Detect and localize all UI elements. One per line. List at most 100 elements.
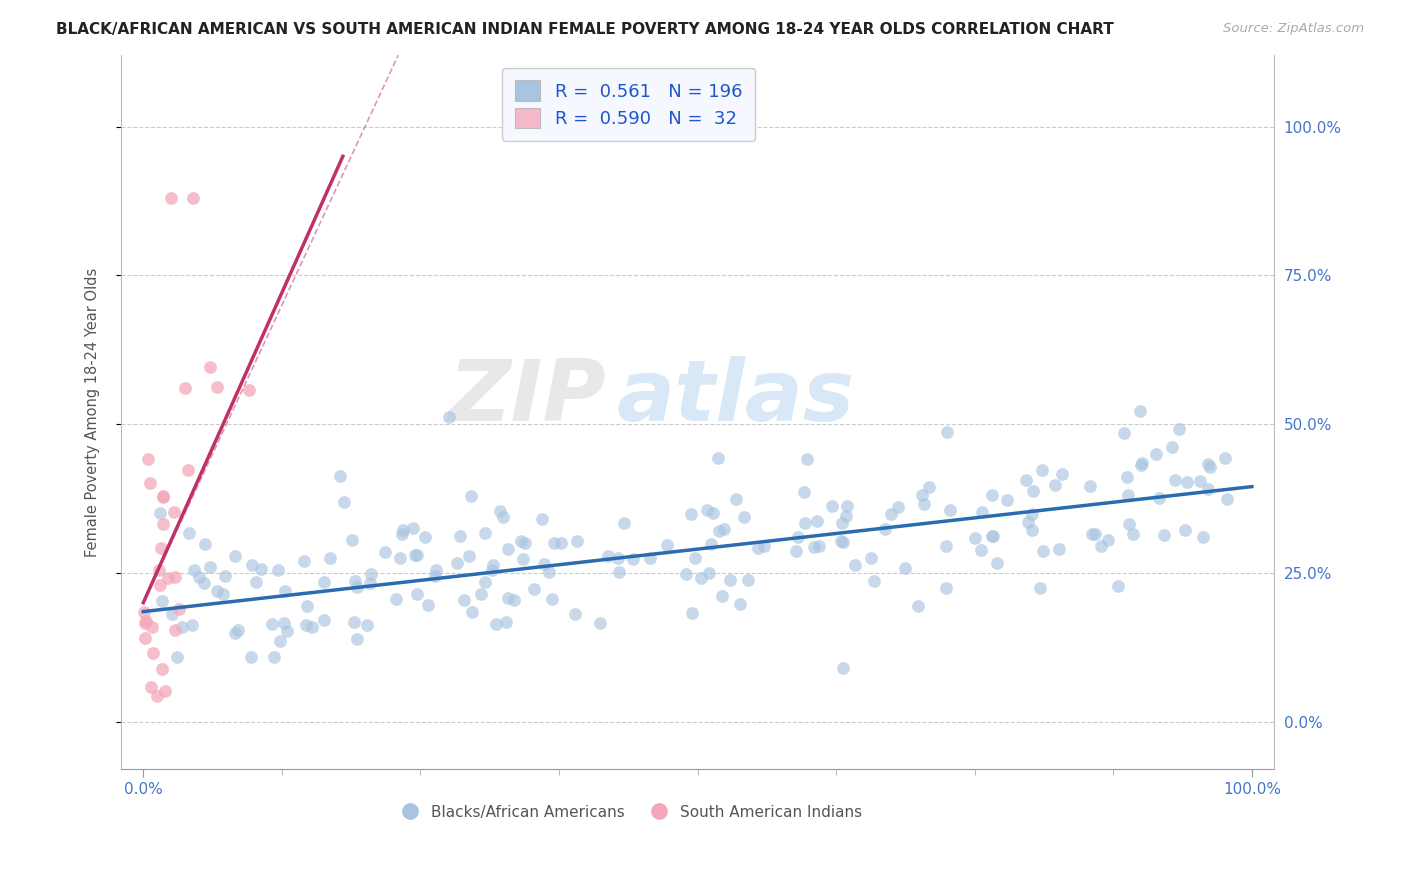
Point <box>166 650 188 665</box>
Point <box>1153 528 1175 542</box>
Point <box>163 624 186 638</box>
Point <box>481 563 503 577</box>
Point <box>406 587 429 601</box>
Y-axis label: Female Poverty Among 18-24 Year Olds: Female Poverty Among 18-24 Year Olds <box>86 268 100 557</box>
Point <box>512 551 534 566</box>
Point <box>139 680 162 694</box>
Point <box>139 475 162 490</box>
Point <box>474 575 496 590</box>
Point <box>152 517 174 532</box>
Point <box>150 662 173 676</box>
Point <box>329 469 352 483</box>
Text: BLACK/AFRICAN AMERICAN VS SOUTH AMERICAN INDIAN FEMALE POVERTY AMONG 18-24 YEAR : BLACK/AFRICAN AMERICAN VS SOUTH AMERICAN… <box>56 22 1114 37</box>
Point <box>404 548 426 562</box>
Point <box>1115 470 1137 484</box>
Point <box>565 534 588 549</box>
Point <box>787 530 810 544</box>
Point <box>1164 474 1187 488</box>
Point <box>912 497 935 511</box>
Text: atlas: atlas <box>617 357 855 440</box>
Point <box>707 450 730 465</box>
Text: ZIP: ZIP <box>447 357 606 440</box>
Point <box>981 488 1004 502</box>
Point <box>132 605 155 619</box>
Point <box>1118 516 1140 531</box>
Point <box>613 516 636 531</box>
Point <box>863 574 886 588</box>
Point <box>214 569 236 583</box>
Point <box>970 505 993 519</box>
Point <box>1081 527 1104 541</box>
Point <box>820 499 842 513</box>
Point <box>496 542 519 557</box>
Point <box>145 689 167 703</box>
Point <box>152 490 174 504</box>
Point <box>224 549 246 563</box>
Point <box>416 599 439 613</box>
Point <box>1090 539 1112 553</box>
Point <box>918 480 941 494</box>
Point <box>513 535 536 549</box>
Point <box>263 649 285 664</box>
Point <box>702 506 724 520</box>
Point <box>198 359 221 374</box>
Point <box>312 613 335 627</box>
Point <box>803 540 825 554</box>
Point <box>149 541 172 555</box>
Point <box>683 551 706 566</box>
Point <box>461 605 484 619</box>
Point <box>193 576 215 591</box>
Point <box>638 550 661 565</box>
Point <box>149 578 172 592</box>
Point <box>1213 451 1236 466</box>
Point <box>1021 523 1043 537</box>
Point <box>621 552 644 566</box>
Point <box>245 574 267 589</box>
Point <box>844 558 866 573</box>
Point <box>1021 484 1043 499</box>
Point <box>796 452 818 467</box>
Point <box>1197 457 1219 471</box>
Point <box>297 599 319 614</box>
Point <box>183 563 205 577</box>
Point <box>533 557 555 571</box>
Point <box>242 558 264 572</box>
Point <box>806 514 828 528</box>
Point <box>389 550 412 565</box>
Point <box>879 507 901 521</box>
Point <box>564 607 586 621</box>
Point <box>392 523 415 537</box>
Point <box>1032 544 1054 558</box>
Point <box>785 544 807 558</box>
Point <box>292 553 315 567</box>
Point <box>550 535 572 549</box>
Point <box>163 570 186 584</box>
Point <box>423 568 446 582</box>
Point <box>709 524 731 538</box>
Point <box>489 504 512 518</box>
Point <box>181 191 204 205</box>
Point <box>997 492 1019 507</box>
Point <box>681 606 703 620</box>
Point <box>249 561 271 575</box>
Point <box>343 615 366 629</box>
Point <box>460 489 482 503</box>
Point <box>543 535 565 549</box>
Point <box>136 452 159 467</box>
Point <box>793 485 815 500</box>
Point <box>1043 478 1066 492</box>
Legend: Blacks/African Americans, South American Indians: Blacks/African Americans, South American… <box>388 798 869 826</box>
Point <box>1078 478 1101 492</box>
Point <box>981 528 1004 542</box>
Point <box>1147 491 1170 505</box>
Point <box>1197 482 1219 496</box>
Point <box>1192 530 1215 544</box>
Point <box>401 521 423 535</box>
Point <box>384 592 406 607</box>
Point <box>873 522 896 536</box>
Point <box>496 591 519 605</box>
Point <box>1174 523 1197 537</box>
Point <box>700 536 723 550</box>
Point <box>502 593 524 607</box>
Point <box>538 565 561 579</box>
